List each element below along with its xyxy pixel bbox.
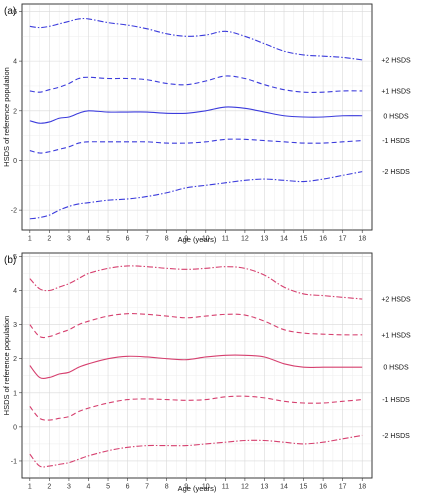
series-label: -1 HSDS xyxy=(382,397,410,404)
x-axis-title: Age (years) xyxy=(178,235,217,244)
y-tick-label: 4 xyxy=(13,288,17,295)
series-label: -2 HSDS xyxy=(382,433,410,440)
series-label: 0 HSDS xyxy=(383,113,409,120)
x-tick-label: 12 xyxy=(241,236,249,243)
x-tick-label: 14 xyxy=(280,236,288,243)
y-tick-label: 6 xyxy=(13,9,17,16)
y-axis-title: HSDS of reference population xyxy=(2,67,11,167)
series-line-3 xyxy=(29,395,363,421)
x-tick-label: 5 xyxy=(106,484,110,491)
plot-border xyxy=(21,3,373,231)
x-tick-label: 7 xyxy=(145,236,149,243)
y-tick-label: 3 xyxy=(13,322,17,329)
x-tick-label: 6 xyxy=(126,484,130,491)
x-tick-label: 8 xyxy=(165,236,169,243)
x-tick-label: 2 xyxy=(47,484,51,491)
x-tick-label: 15 xyxy=(300,484,308,491)
y-tick-label: 4 xyxy=(13,59,17,66)
x-tick-label: 8 xyxy=(165,484,169,491)
x-tick-label: 11 xyxy=(222,484,229,491)
series-line-0 xyxy=(29,265,363,300)
x-tick-label: 14 xyxy=(280,484,288,491)
series-label: -2 HSDS xyxy=(382,169,410,176)
x-tick-label: 4 xyxy=(87,484,91,491)
series-label: +2 HSDS xyxy=(381,57,411,64)
x-tick-label: 4 xyxy=(87,236,91,243)
x-tick-label: 1 xyxy=(28,236,32,243)
y-tick-label: 5 xyxy=(13,254,17,261)
x-tick-label: 18 xyxy=(358,484,366,491)
series-line-2 xyxy=(29,106,363,124)
y-tick-label: 0 xyxy=(13,424,17,431)
x-tick-label: 3 xyxy=(67,484,71,491)
x-tick-label: 13 xyxy=(261,484,269,491)
x-tick-label: 13 xyxy=(261,236,269,243)
x-tick-label: 10 xyxy=(202,484,210,491)
y-tick-label: 1 xyxy=(13,390,17,397)
y-tick-label: -2 xyxy=(11,208,17,215)
grid xyxy=(22,253,372,478)
panel-label: (b) xyxy=(4,255,16,266)
x-tick-label: 3 xyxy=(67,236,71,243)
series-line-4 xyxy=(29,434,363,468)
x-tick-label: 16 xyxy=(319,236,327,243)
y-tick-label: 2 xyxy=(13,108,17,115)
series-label: +1 HSDS xyxy=(381,88,411,95)
x-axis-title: Age (years) xyxy=(178,484,217,493)
panel-label: (a) xyxy=(4,6,16,17)
series-line-2 xyxy=(29,354,363,380)
x-tick-label: 5 xyxy=(106,236,110,243)
series-label: -1 HSDS xyxy=(382,138,410,145)
x-tick-label: 15 xyxy=(300,236,308,243)
x-tick-label: 7 xyxy=(145,484,149,491)
y-axis-title: HSDS of reference population xyxy=(2,316,11,416)
x-tick-label: 17 xyxy=(339,236,347,243)
series-label: 0 HSDS xyxy=(383,365,409,372)
series-line-0 xyxy=(29,17,363,61)
x-tick-label: 1 xyxy=(28,484,32,491)
series-line-1 xyxy=(29,313,363,339)
x-tick-label: 11 xyxy=(222,236,229,243)
series-label: +1 HSDS xyxy=(381,332,411,339)
y-tick-label: -1 xyxy=(11,458,17,465)
x-tick-label: 9 xyxy=(184,484,188,491)
x-tick-label: 2 xyxy=(47,236,51,243)
x-tick-label: 9 xyxy=(184,236,188,243)
series-label: +2 HSDS xyxy=(381,297,411,304)
series-line-3 xyxy=(29,138,363,154)
x-tick-label: 17 xyxy=(339,484,347,491)
grid xyxy=(22,4,372,230)
y-tick-label: 0 xyxy=(13,158,17,165)
y-tick-label: 2 xyxy=(13,356,17,363)
x-tick-label: 10 xyxy=(202,236,210,243)
series-line-1 xyxy=(29,75,363,93)
x-tick-label: 18 xyxy=(358,236,366,243)
x-tick-label: 16 xyxy=(319,484,327,491)
plot-border xyxy=(21,252,373,479)
x-tick-label: 6 xyxy=(126,236,130,243)
series-line-4 xyxy=(29,171,363,220)
x-tick-label: 12 xyxy=(241,484,249,491)
